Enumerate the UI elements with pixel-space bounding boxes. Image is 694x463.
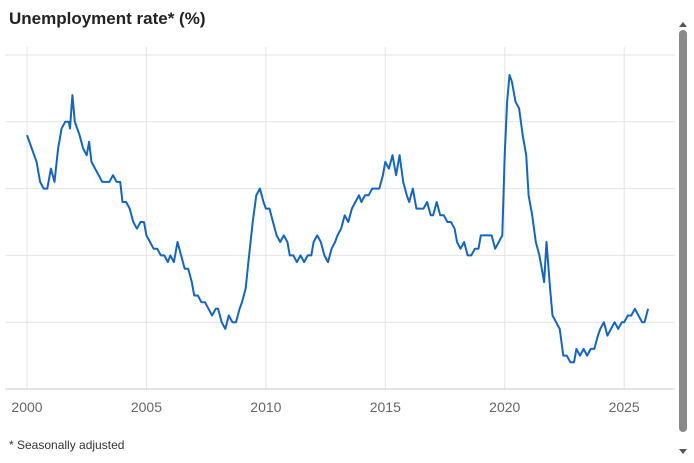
- footnote: * Seasonally adjusted: [9, 438, 125, 452]
- x-axis-ticks: 2000 2005 2010 2015 2020 2025: [11, 399, 640, 415]
- x-tick-label: 2000: [11, 399, 42, 415]
- x-tick-label: 2025: [609, 399, 640, 415]
- unemployment-rate-line: [26, 74, 650, 364]
- scrollbar-thumb[interactable]: [679, 30, 687, 432]
- x-tick-label: 2020: [489, 399, 520, 415]
- x-tick-label: 2005: [131, 399, 162, 415]
- gridlines: [5, 47, 675, 389]
- x-tick-label: 2015: [370, 399, 401, 415]
- x-tick-label: 2010: [250, 399, 281, 415]
- chevron-up-icon[interactable]: [679, 22, 687, 27]
- vertical-scrollbar[interactable]: [677, 22, 690, 454]
- chart-title: Unemployment rate* (%): [9, 9, 206, 28]
- chevron-down-icon[interactable]: [679, 449, 687, 454]
